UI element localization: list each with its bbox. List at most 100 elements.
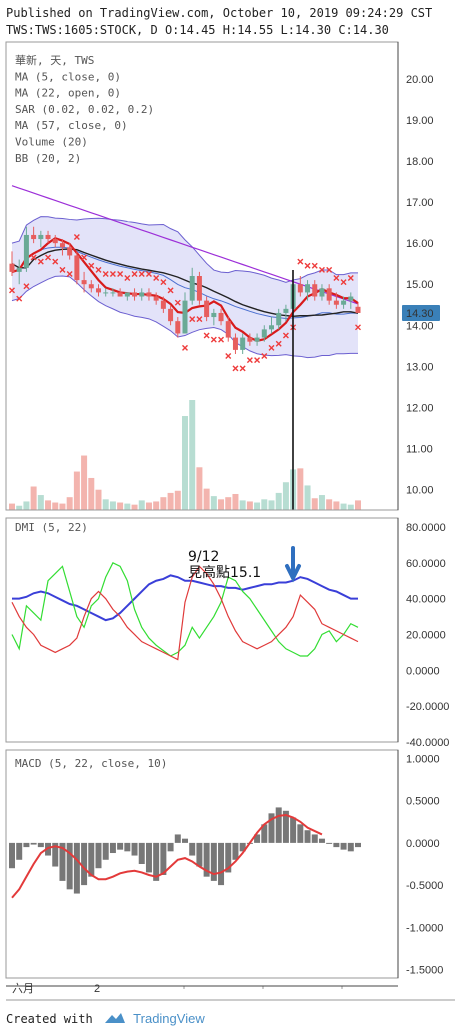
sar-marker [73,234,80,240]
sar-marker [52,258,59,265]
volume-bar [16,505,23,510]
volume-bar [153,501,160,510]
pane-borders [5,41,455,1001]
sar-marker [282,332,289,339]
volume-bar [182,416,188,510]
sar-marker [167,287,174,294]
price-axis-tick: 18.00 [406,156,434,168]
macd-signal-line [11,814,323,899]
candle-body [153,296,159,301]
x-axis-tick: 六月 [12,982,34,995]
sar-marker [153,275,160,282]
macd-histogram-bar [261,824,268,843]
macd-histogram-bar [340,842,347,850]
volume-bar [297,468,304,510]
macd-pane: 1.0000 0.5000 0.0000 -0.5000 -1.0000 -1.5000 M… [9,753,443,995]
volume-bar [340,503,347,510]
last-price-tag [402,304,440,321]
candle-body [225,321,231,338]
macd-histogram-bar [254,834,261,843]
sar-marker [210,336,217,343]
sar-marker [246,357,253,364]
tradingview-brand[interactable]: TradingView [133,1011,205,1026]
price-axis-tick: 13.00 [406,361,434,373]
dmi-axis-tick: -40.0000 [406,737,449,749]
candle-body [103,292,109,294]
volume-bar [95,489,102,510]
volume-bar [117,502,124,510]
candle-body [16,267,22,272]
price-legend-entry: MA (57, close, 0) [15,119,128,132]
volume-bar [23,501,30,510]
dmi-axis-tick: 0.0000 [406,665,440,677]
sar-marker [318,266,325,273]
volume-bar [59,503,66,510]
volume-bar [37,495,44,510]
candle-body [261,329,267,338]
macd-histogram-bar [304,830,311,843]
publish-info: Published on TradingView.com, October 10… [6,6,433,20]
macd-histogram-bar [268,813,275,843]
macd-histogram-bar [37,842,44,848]
sar-marker [333,275,340,282]
dmi-axis-tick: 60.0000 [406,558,446,570]
macd-histogram-bar [109,842,116,854]
volume-bar [138,500,145,510]
sar-marker [160,279,167,286]
candle-body [52,239,58,244]
macd-histogram-bar [81,842,88,886]
candle-body [74,255,80,281]
volume-bar [347,504,354,510]
candle-body [81,280,87,285]
candle-body [211,312,217,318]
candle-body [88,284,94,289]
macd-histogram-bar [45,842,52,856]
candle-body [132,292,138,297]
macd-histogram-bar [174,834,181,843]
candle-body [247,337,253,342]
macd-histogram-bar [311,834,318,843]
footer-text: Created with [6,1012,93,1026]
sar-marker [326,266,333,273]
candle-body [254,337,260,342]
macd-histogram-bar [347,842,354,852]
macd-histogram-bar [16,842,23,860]
price-axis-tick: 15.00 [406,279,434,291]
volume-bar [355,500,361,510]
sar-marker [124,275,131,282]
candle-body [355,306,361,313]
macd-histogram-bar [102,842,109,860]
candle-body [269,325,274,330]
macd-histogram-bar [167,842,174,852]
macd-axis-tick: 0.0000 [406,838,440,850]
dmi-axis-tick: 40.0000 [406,594,446,606]
macd-axis-tick: -1.0000 [406,922,443,934]
macd-histogram-bar [210,842,217,881]
price-legend-entry: BB (20, 2) [15,152,81,165]
sar-marker [347,275,354,282]
macd-histogram-bar [355,842,361,848]
sar-marker [182,344,188,351]
candle-body [23,234,29,268]
volume-bar [268,500,275,510]
volume-bar [218,499,225,510]
volume-bar [225,497,232,510]
price-legend-entry: SAR (0.02, 0.02, 0.2) [15,103,154,116]
macd-histogram-bar [282,810,289,843]
price-axis-tick: 19.00 [406,115,434,127]
volume-bar [88,477,95,510]
macd-histogram-bar [9,842,15,869]
macd-histogram-bar [131,842,138,856]
candle-body [218,312,224,322]
macd-axis-tick: 0.5000 [406,796,440,808]
sar-marker [297,258,304,265]
volume-bar [145,502,152,510]
sar-marker [37,258,44,265]
annotation-high: 見高點15.1 [188,564,261,581]
volume-bar [45,500,52,510]
candle-body [59,243,65,248]
candle-body [9,263,15,272]
candle-body [283,308,289,313]
candle-body [297,284,303,293]
